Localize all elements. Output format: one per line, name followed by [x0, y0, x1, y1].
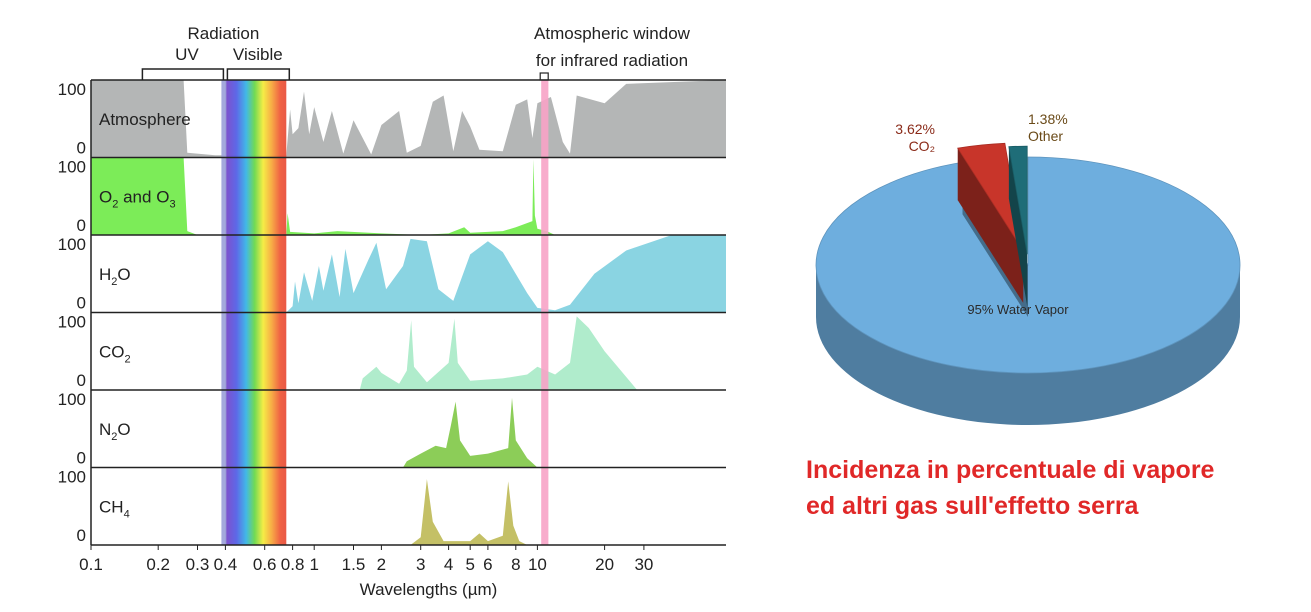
x-tick-label: 0.2 [146, 555, 170, 574]
x-tick-label: 0.8 [281, 555, 305, 574]
x-tick-label: 30 [634, 555, 653, 574]
y-tick-label-bottom: 0 [77, 371, 86, 390]
y-tick-label-bottom: 0 [77, 216, 86, 235]
visible-bracket [226, 68, 291, 80]
y-tick-label-top: 100 [58, 468, 86, 487]
panel-label-4: CO2​ [99, 342, 131, 365]
x-tick-label: 8 [511, 555, 520, 574]
absorption-area-6 [91, 479, 726, 545]
pie-label-other-value: 1.38% [1028, 111, 1068, 127]
caption-line-2: ed altri gas sull'effetto serra [806, 492, 1139, 520]
x-tick-label: 2 [377, 555, 386, 574]
pie-label-water: 95% Water Vapor [967, 302, 1069, 317]
pie-label-co2-name: CO₂ [909, 138, 935, 154]
absorption-area-1 [91, 80, 726, 158]
x-tick-label: 0.6 [253, 555, 277, 574]
window-label-line-1: Atmospheric window [534, 24, 691, 43]
window-label-line-2: for infrared radiation [536, 51, 688, 70]
x-tick-label: 10 [528, 555, 547, 574]
x-tick-label: 20 [595, 555, 614, 574]
y-tick-label-bottom: 0 [77, 139, 86, 158]
window-bracket [539, 72, 549, 81]
pie-slice-2 [957, 142, 1024, 252]
y-tick-label-top: 100 [58, 390, 86, 409]
visible-label: Visible [233, 45, 283, 64]
panel-label-5: N2​O [99, 420, 131, 443]
y-tick-label-bottom: 0 [77, 294, 86, 313]
x-tick-label: 1 [309, 555, 318, 574]
radiation-label: Radiation [187, 24, 259, 43]
caption: Incidenza in percentuale di vapore ed al… [806, 452, 1286, 524]
pie-slice-side [816, 265, 1240, 425]
y-tick-label-top: 100 [58, 235, 86, 254]
uv-bracket [141, 68, 225, 80]
y-tick-label-top: 100 [58, 158, 86, 177]
x-tick-label: 1.5 [342, 555, 366, 574]
panel-label-3: H2​O [99, 265, 131, 288]
pie-slice-3 [1008, 145, 1028, 255]
x-tick-label: 3 [416, 555, 425, 574]
x-tick-label: 0.3 [186, 555, 210, 574]
pie-label-other-name: Other [1028, 128, 1063, 144]
y-tick-label-top: 100 [58, 80, 86, 99]
absorption-area-4 [91, 316, 726, 390]
panel-label-6: CH4​ [99, 497, 130, 520]
absorption-area-5 [91, 397, 726, 468]
absorption-area-2 [91, 157, 726, 235]
absorption-area-3 [91, 235, 726, 313]
pie-label-co2-value: 3.62% [895, 121, 935, 137]
x-tick-label: 6 [483, 555, 492, 574]
y-tick-label-bottom: 0 [77, 449, 86, 468]
panel-label-2: O2​ and O3​ [99, 187, 176, 210]
x-tick-label: 4 [444, 555, 453, 574]
x-tick-label: 0.4 [214, 555, 238, 574]
x-tick-label: 0.1 [79, 555, 103, 574]
pie-slice-cut [957, 148, 1024, 303]
greenhouse-pie-chart: 95% Water Vapor 3.62%CO₂ 1.38%Other [815, 111, 1241, 425]
pie-slice-cut [1008, 146, 1028, 307]
panel-label-1: Atmosphere [99, 110, 191, 129]
y-tick-label-bottom: 0 [77, 526, 86, 545]
uv-label: UV [175, 45, 199, 64]
y-tick-label-top: 100 [58, 313, 86, 332]
caption-line-1: Incidenza in percentuale di vapore [806, 456, 1215, 484]
x-axis-title: Wavelengths (µm) [360, 580, 498, 599]
x-tick-label: 5 [465, 555, 474, 574]
